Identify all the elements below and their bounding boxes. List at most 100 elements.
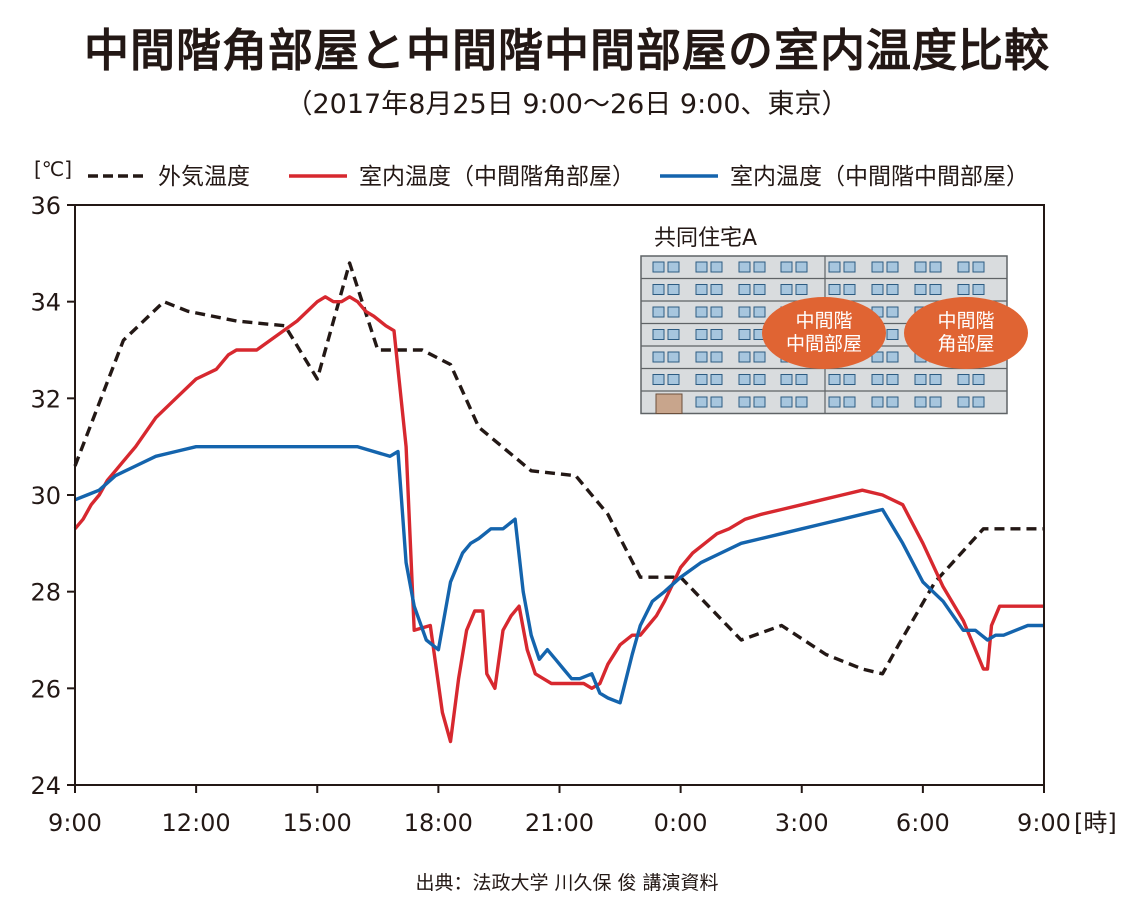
window (972, 374, 985, 385)
x-axis: 9:00 12:00 15:00 18:00 21:00 0:00 3:00 6:00 9:00 (48, 785, 1071, 837)
window (957, 261, 970, 273)
window (753, 396, 766, 408)
middle-room-bubble (762, 297, 886, 369)
window (886, 329, 899, 340)
window (795, 396, 808, 408)
x-tick-label: 9:00 (48, 809, 102, 837)
window (843, 284, 856, 295)
window (871, 351, 884, 363)
window (780, 261, 793, 273)
window (957, 374, 970, 385)
x-tick-label: 0:00 (654, 809, 708, 837)
window (957, 284, 970, 295)
door (655, 393, 683, 414)
series-line-middle-room (74, 445, 1044, 705)
y-axis-unit: [℃] (34, 157, 72, 181)
legend-label-corner-room: 室内温度（中間階角部屋） (359, 164, 635, 190)
window (695, 329, 708, 340)
window (710, 374, 723, 385)
window (914, 374, 927, 385)
window (695, 351, 708, 363)
series-layer (73, 261, 1044, 744)
window (738, 329, 751, 340)
x-tick-label: 18:00 (404, 809, 473, 837)
window (695, 396, 708, 408)
window (667, 329, 680, 340)
window (957, 396, 970, 408)
window (780, 284, 793, 295)
window (753, 261, 766, 273)
window (929, 396, 942, 408)
window (753, 306, 766, 318)
window (652, 284, 665, 295)
window (738, 306, 751, 318)
middle-room-label: 中間階 (795, 310, 852, 332)
source-note: 出典：法政大学 川久保 俊 講演資料 (415, 872, 719, 894)
window (886, 396, 899, 408)
window (929, 374, 942, 385)
window (886, 261, 899, 273)
window (828, 284, 841, 295)
window (695, 284, 708, 295)
window (914, 396, 927, 408)
window (710, 329, 723, 340)
x-tick-label: 21:00 (525, 809, 594, 837)
window (871, 284, 884, 295)
window (652, 374, 665, 385)
window (753, 284, 766, 295)
x-tick-label: 15:00 (283, 809, 352, 837)
window (667, 284, 680, 295)
window (710, 306, 723, 318)
y-tick-label: 30 (30, 482, 61, 510)
window (738, 396, 751, 408)
legend: 外気温度 室内温度（中間階角部屋） 室内温度（中間階中間部屋） (88, 164, 1029, 190)
y-tick-label: 24 (30, 772, 61, 800)
legend-label-outdoor: 外気温度 (158, 164, 250, 190)
window (652, 261, 665, 273)
y-axis: 24 26 28 30 32 34 36 (30, 192, 75, 800)
x-tick-label: 12:00 (162, 809, 231, 837)
window (652, 351, 665, 363)
corner-room-label: 中間階 (937, 310, 994, 332)
window (795, 374, 808, 385)
window (871, 261, 884, 273)
window (667, 351, 680, 363)
series-line-corner-room (73, 295, 1044, 744)
window (929, 261, 942, 273)
x-tick-label: 6:00 (896, 809, 950, 837)
window (914, 284, 927, 295)
x-tick-label: 9:00 (1017, 809, 1071, 837)
window (886, 351, 899, 363)
building-label: 共同住宅A (654, 226, 757, 251)
window (886, 306, 899, 318)
y-tick-label: 34 (30, 289, 61, 317)
y-tick-label: 36 (30, 192, 61, 220)
window (886, 374, 899, 385)
window (795, 284, 808, 295)
window (753, 374, 766, 385)
window (843, 261, 856, 273)
window (828, 261, 841, 273)
middle-room-label: 中間部屋 (786, 333, 862, 355)
x-tick-label: 3:00 (775, 809, 829, 837)
window (738, 284, 751, 295)
window (929, 284, 942, 295)
window (843, 396, 856, 408)
window (695, 261, 708, 273)
window (667, 374, 680, 385)
window (667, 306, 680, 318)
window (738, 374, 751, 385)
chart-title: 中間階角部屋と中間階中間部屋の室内温度比較 (83, 24, 1050, 77)
window (652, 329, 665, 340)
window (738, 261, 751, 273)
y-tick-label: 28 (30, 579, 61, 607)
window (828, 396, 841, 408)
window (710, 351, 723, 363)
window (695, 374, 708, 385)
window (667, 261, 680, 273)
window (652, 306, 665, 318)
window (871, 396, 884, 408)
window (871, 374, 884, 385)
